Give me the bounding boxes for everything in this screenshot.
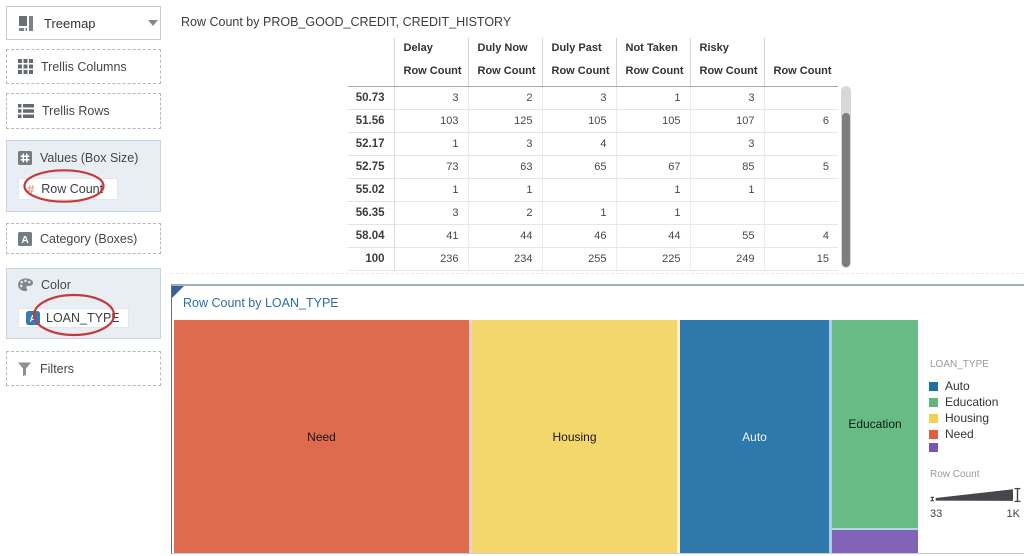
svg-text:A: A [21, 233, 29, 245]
svg-text:A: A [30, 314, 37, 325]
